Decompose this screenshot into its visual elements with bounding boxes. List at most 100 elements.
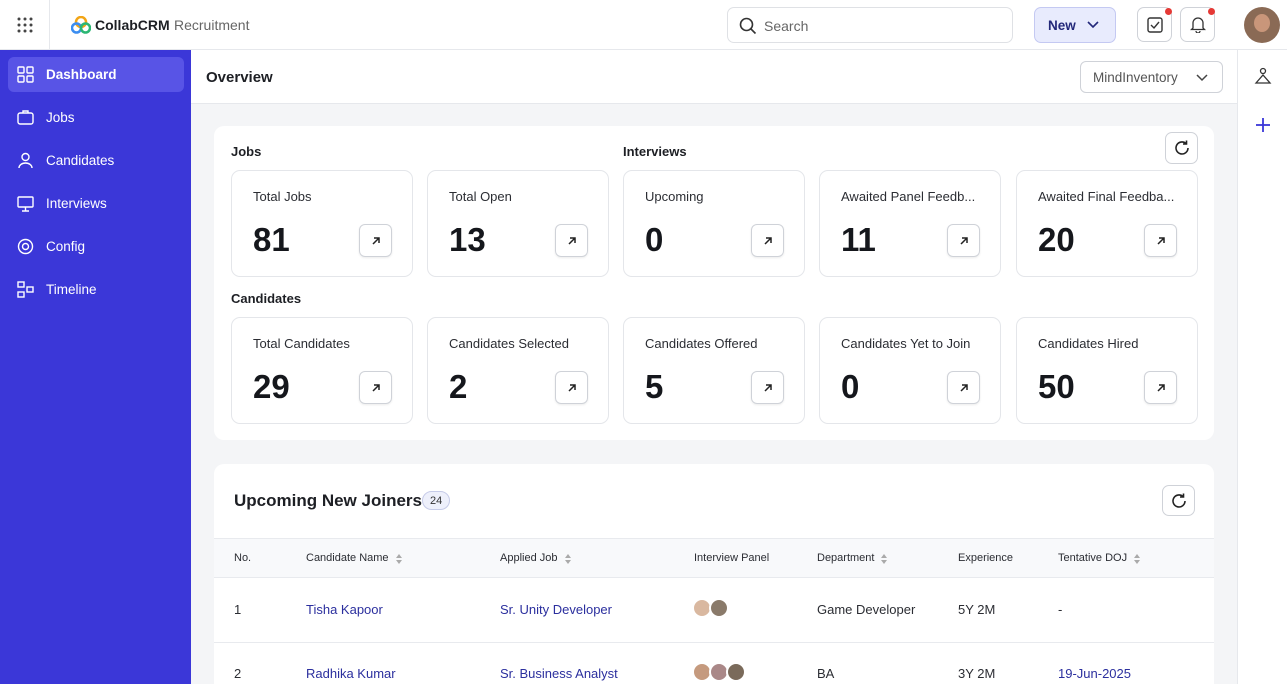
- column-header: Applied Job: [500, 552, 558, 564]
- stat-card: Candidates Selected 2: [427, 317, 609, 424]
- search-box[interactable]: Search: [727, 7, 1013, 43]
- stat-value: 11: [841, 221, 876, 258]
- panel-avatar: [726, 662, 746, 682]
- table-cell: 3Y 2M: [958, 666, 996, 681]
- stat-label: Candidates Offered: [645, 336, 758, 351]
- right-rail: [1237, 50, 1287, 684]
- stat-value: 29: [253, 368, 290, 405]
- sort-icon[interactable]: [1133, 552, 1141, 570]
- table-link[interactable]: Sr. Unity Developer: [500, 602, 612, 617]
- refresh-button[interactable]: [1165, 132, 1198, 164]
- page-title: Overview: [206, 69, 273, 86]
- stat-card: Awaited Final Feedba... 20: [1016, 170, 1198, 277]
- overview-bar: Overview MindInventory: [191, 50, 1237, 104]
- column-header: Candidate Name: [306, 552, 389, 564]
- table-link[interactable]: 19-Jun-2025: [1058, 666, 1131, 681]
- nav-item[interactable]: Config: [8, 229, 184, 264]
- open-button[interactable]: [751, 224, 784, 257]
- stat-card: Total Open 13: [427, 170, 609, 277]
- open-button[interactable]: [947, 224, 980, 257]
- open-button[interactable]: [359, 371, 392, 404]
- open-button[interactable]: [947, 371, 980, 404]
- table-cell: Game Developer: [817, 602, 916, 617]
- nav-item[interactable]: Candidates: [8, 143, 184, 178]
- logo: [71, 16, 91, 34]
- search-placeholder: Search: [764, 18, 809, 34]
- badge-dot: [1208, 8, 1215, 15]
- product: Recruitment: [174, 17, 250, 33]
- table-cell: -: [1058, 602, 1063, 617]
- table-cell: 1: [234, 602, 242, 617]
- stat-label: Total Jobs: [253, 189, 312, 204]
- open-button[interactable]: [751, 371, 784, 404]
- user-avatar[interactable]: [1244, 7, 1280, 43]
- add-icon[interactable]: [1255, 117, 1271, 133]
- stat-value: 0: [841, 368, 860, 405]
- stat-value: 0: [645, 221, 664, 258]
- divider: [49, 0, 50, 50]
- stat-label: Upcoming: [645, 189, 704, 204]
- stat-card: Total Jobs 81: [231, 170, 413, 277]
- section-label: Interviews: [623, 144, 687, 159]
- stat-value: 13: [449, 221, 486, 258]
- open-button[interactable]: [1144, 224, 1177, 257]
- column-header: Tentative DOJ: [1058, 552, 1128, 564]
- top-bar: CollabCRM Recruitment Search New: [0, 0, 1287, 50]
- org-select-value: MindInventory: [1093, 70, 1178, 85]
- sort-icon[interactable]: [880, 552, 888, 570]
- column-header: Interview Panel: [694, 552, 770, 564]
- table-link[interactable]: Sr. Business Analyst: [500, 666, 618, 681]
- stat-value: 5: [645, 368, 664, 405]
- open-button[interactable]: [1144, 371, 1177, 404]
- nav-item[interactable]: Dashboard: [8, 57, 184, 92]
- open-button[interactable]: [555, 224, 588, 257]
- panel-avatar: [709, 598, 729, 618]
- nav-item[interactable]: Timeline: [8, 272, 184, 307]
- stat-value: 20: [1038, 221, 1075, 258]
- nav-label: Dashboard: [46, 67, 117, 82]
- stat-label: Candidates Selected: [449, 336, 569, 351]
- stat-value: 50: [1038, 368, 1075, 405]
- column-header: No.: [234, 552, 252, 564]
- org-select[interactable]: MindInventory: [1080, 61, 1223, 93]
- new-button[interactable]: New: [1034, 7, 1116, 43]
- nav-label: Timeline: [46, 282, 97, 297]
- open-button[interactable]: [555, 371, 588, 404]
- nav-label: Jobs: [46, 110, 75, 125]
- table-cell: 5Y 2M: [958, 602, 996, 617]
- section-label: Jobs: [231, 144, 262, 159]
- refresh-button[interactable]: [1162, 485, 1195, 516]
- stat-label: Total Candidates: [253, 336, 350, 351]
- table-link[interactable]: Tisha Kapoor: [306, 602, 383, 617]
- table-cell: 2: [234, 666, 242, 681]
- table-header: [214, 538, 1214, 578]
- sort-icon[interactable]: [395, 552, 403, 570]
- sort-icon[interactable]: [564, 552, 572, 570]
- table-link[interactable]: Radhika Kumar: [306, 666, 396, 681]
- stat-value: 81: [253, 221, 290, 258]
- new-label: New: [1048, 18, 1076, 33]
- sidebar: Dashboard Jobs Candidates Interviews Config T…: [0, 50, 191, 684]
- column-header: Experience: [958, 552, 1014, 564]
- table-cell: BA: [817, 666, 835, 681]
- count-badge: 24: [422, 491, 451, 510]
- stat-card: Awaited Panel Feedb... 11: [819, 170, 1001, 277]
- stat-card: Candidates Offered 5: [623, 317, 805, 424]
- stat-label: Candidates Yet to Join: [841, 336, 971, 351]
- stat-label: Awaited Panel Feedb...: [841, 189, 976, 204]
- stat-label: Awaited Final Feedba...: [1038, 189, 1175, 204]
- stat-card: Candidates Hired 50: [1016, 317, 1198, 424]
- row-divider: [214, 642, 1214, 643]
- joiners-title: Upcoming New Joiners: [234, 491, 422, 510]
- nav-item[interactable]: Interviews: [8, 186, 184, 221]
- stat-label: Total Open: [449, 189, 512, 204]
- column-header: Department: [817, 552, 875, 564]
- open-button[interactable]: [359, 224, 392, 257]
- nav-label: Config: [46, 239, 86, 254]
- nav-item[interactable]: Jobs: [8, 100, 184, 135]
- nav-label: Candidates: [46, 153, 115, 168]
- rail-icon[interactable]: [1254, 67, 1272, 85]
- apps-icon[interactable]: [17, 17, 33, 33]
- stat-value: 2: [449, 368, 468, 405]
